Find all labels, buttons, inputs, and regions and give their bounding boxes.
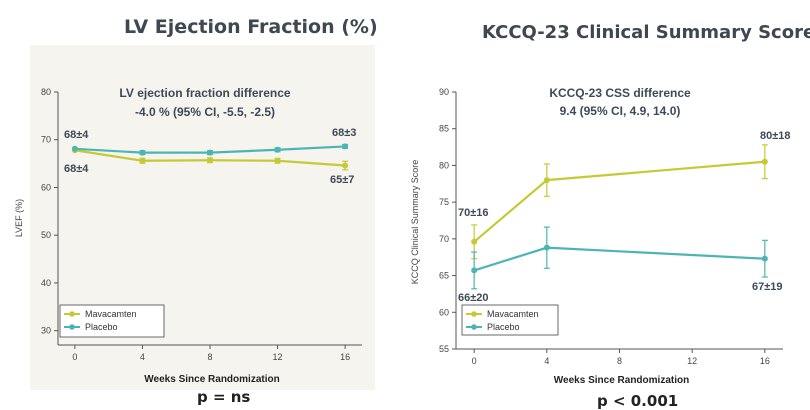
kccq-y-tick-label: 75 — [439, 197, 449, 207]
kccq-value-label: 80±18 — [760, 130, 791, 142]
lvef-value-label: 68±4 — [64, 129, 89, 141]
kccq-x-tick-label: 0 — [472, 356, 477, 366]
kccq-legend-marker — [471, 311, 477, 317]
lvef-x-tick-label: 8 — [207, 352, 212, 362]
kccq-value-label: 66±20 — [458, 292, 489, 304]
lvef-y-tick-label: 40 — [41, 278, 51, 288]
lvef-value-label: 65±7 — [330, 174, 354, 186]
lvef-data-point — [139, 157, 146, 164]
kccq-legend-label: Placebo — [487, 322, 520, 332]
kccq-value-label: 70±16 — [458, 207, 489, 219]
lvef-legend-label: Placebo — [85, 322, 118, 332]
lvef-data-point — [342, 162, 349, 169]
kccq-panel-title: KCCQ-23 Clinical Summary Score — [482, 22, 810, 43]
kccq-data-point — [761, 255, 768, 262]
lvef-y-tick-label: 70 — [41, 135, 51, 145]
kccq-x-tick-label: 4 — [544, 356, 549, 366]
kccq-data-point — [761, 158, 768, 165]
kccq-value-label: 67±19 — [752, 281, 783, 293]
kccq-annotation-title: KCCQ-23 CSS difference — [549, 86, 691, 100]
kccq-data-point — [471, 238, 478, 245]
lvef-x-tick-label: 12 — [273, 352, 283, 362]
lvef-data-point — [207, 149, 213, 156]
kccq-legend-label: Mavacamten — [487, 309, 539, 319]
lvef-value-label: 68±3 — [332, 127, 356, 139]
kccq-y-tick-label: 65 — [439, 271, 449, 281]
lvef-y-tick-label: 50 — [41, 230, 51, 240]
lvef-p-value: p = ns — [197, 388, 251, 406]
lvef-data-point — [207, 157, 213, 164]
lvef-x-tick-label: 4 — [140, 352, 145, 362]
lvef-data-point — [274, 157, 281, 164]
kccq-p-value: p < 0.001 — [597, 392, 679, 410]
lvef-legend-box — [59, 304, 165, 338]
lvef-annotation-value: -4.0 % (95% CI, -5.5, -2.5) — [135, 105, 275, 119]
kccq-y-tick-label: 60 — [439, 307, 449, 317]
lvef-legend-marker — [69, 324, 75, 330]
lvef-x-axis-label: Weeks Since Randomization — [144, 374, 279, 385]
lvef-x-tick-label: 0 — [72, 352, 77, 362]
kccq-x-axis-label: Weeks Since Randomization — [554, 375, 689, 386]
kccq-x-tick-label: 8 — [617, 356, 622, 366]
lvef-legend-marker — [69, 311, 75, 317]
lvef-x-tick-label: 16 — [340, 352, 350, 362]
kccq-y-tick-label: 70 — [439, 234, 449, 244]
kccq-data-point — [543, 177, 550, 184]
kccq-y-tick-label: 90 — [439, 87, 449, 97]
kccq-annotation-value: 9.4 (95% CI, 4.9, 14.0) — [560, 104, 681, 118]
kccq-x-tick-label: 12 — [687, 356, 697, 366]
lvef-y-tick-label: 30 — [41, 326, 51, 336]
lvef-y-tick-label: 80 — [41, 87, 51, 97]
lvef-y-tick-label: 60 — [41, 182, 51, 192]
kccq-series-line-placebo — [473, 246, 765, 272]
lvef-value-label: 68±4 — [64, 163, 89, 175]
lvef-annotation-title: LV ejection fraction difference — [119, 86, 290, 100]
kccq-legend-box — [461, 304, 559, 336]
kccq-x-tick-label: 16 — [760, 356, 770, 366]
kccq-y-tick-label: 80 — [439, 160, 449, 170]
lvef-data-point — [71, 145, 78, 152]
lvef-legend-label: Mavacamten — [85, 309, 137, 319]
lvef-data-point — [342, 143, 349, 150]
kccq-y-axis-label: KCCQ Clinical Summary Score — [410, 160, 420, 285]
kccq-y-tick-label: 55 — [439, 344, 449, 354]
lvef-data-point — [274, 146, 281, 153]
lvef-data-point — [139, 149, 146, 156]
kccq-y-tick-label: 85 — [439, 124, 449, 134]
kccq-legend-marker — [471, 324, 477, 330]
kccq-data-point — [471, 267, 478, 274]
kccq-series-line-mavacamten — [473, 160, 765, 243]
lvef-panel-title: LV Ejection Fraction (%) — [124, 16, 378, 38]
lvef-y-axis-label: LVEF (%) — [14, 199, 24, 237]
kccq-data-point — [543, 244, 550, 251]
